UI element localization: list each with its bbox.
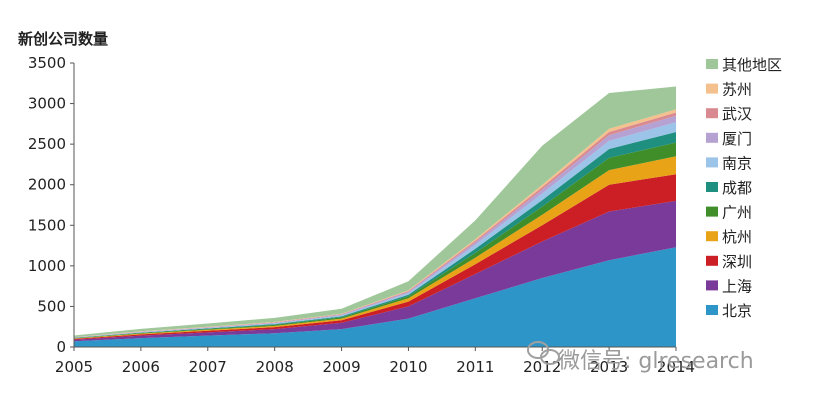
y-tick-label: 1500	[28, 216, 66, 234]
legend-label: 其他地区	[722, 56, 782, 74]
area-series-2	[74, 174, 676, 340]
x-tick-label: 2012	[523, 358, 561, 376]
legend-swatch	[706, 108, 718, 119]
legend-swatch	[706, 132, 718, 143]
y-tick-label: 2000	[28, 176, 66, 194]
legend-swatch	[706, 305, 718, 315]
legend-swatch	[706, 182, 718, 192]
area-series-group	[74, 86, 676, 347]
legend-swatch	[706, 206, 718, 217]
legend-label: 上海	[722, 277, 752, 295]
legend-swatch	[706, 255, 718, 266]
legend-label: 成都	[722, 179, 752, 197]
watermark: 微信号: glresearch	[527, 341, 754, 374]
x-tick-label: 2013	[590, 358, 628, 376]
area-series-6	[74, 122, 676, 338]
area-series-7	[74, 115, 676, 338]
legend-label: 厦门	[722, 130, 752, 148]
x-tick-label: 2007	[189, 358, 227, 376]
area-series-3	[74, 156, 676, 339]
x-tick-label: 2014	[657, 358, 695, 376]
legend-swatch	[706, 59, 718, 69]
axes	[73, 63, 676, 348]
area-series-4	[74, 142, 676, 339]
x-tick-labels: 2005 2006 2007 2008 2009 2010 2011 2012 2013 2014	[55, 347, 695, 376]
y-tick-label: 3500	[28, 54, 66, 72]
legend-swatch	[706, 157, 718, 168]
y-tick-labels: 0 500 1000 1500 2000 2500 3000 3500	[28, 54, 74, 356]
y-axis-title: 新创公司数量	[18, 30, 108, 48]
watermark-text: 微信号: glresearch	[558, 349, 754, 374]
x-tick-label: 2009	[322, 358, 360, 376]
legend-label: 苏州	[722, 81, 752, 99]
x-tick-label: 2011	[456, 358, 494, 376]
y-tick-label: 3000	[28, 95, 66, 113]
y-tick-label: 0	[56, 338, 66, 356]
x-tick-label: 2010	[389, 358, 427, 376]
legend-label: 南京	[722, 154, 752, 172]
legend-label: 广州	[722, 204, 752, 222]
y-tick-label: 1000	[28, 257, 66, 275]
legend-swatch	[706, 231, 718, 242]
y-tick-label: 2500	[28, 135, 66, 153]
area-series-1	[74, 200, 676, 342]
legend-label: 武汉	[722, 105, 752, 123]
x-tick-label: 2005	[55, 358, 93, 376]
area-series-5	[74, 132, 676, 339]
area-series-0	[74, 247, 676, 347]
y-tick-label: 500	[37, 297, 66, 315]
legend-label: 北京	[722, 302, 752, 320]
x-tick-label: 2008	[256, 358, 294, 376]
area-series-10	[74, 86, 676, 338]
legend-swatch	[706, 280, 718, 291]
wechat-icon	[527, 341, 560, 365]
x-tick-label: 2006	[122, 358, 160, 376]
legend-label: 深圳	[722, 253, 752, 271]
legend-label: 杭州	[722, 228, 752, 246]
legend-swatch	[706, 83, 718, 94]
